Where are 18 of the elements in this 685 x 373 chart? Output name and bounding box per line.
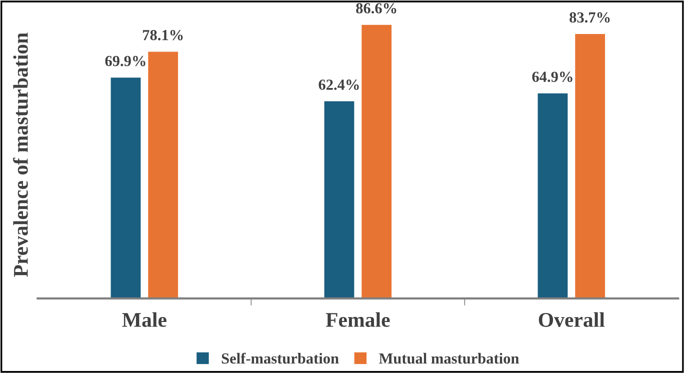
data-label: 83.7% [570, 12, 610, 23]
data-label: 69.9% [105, 56, 146, 66]
data-label: 64.9% [532, 72, 572, 82]
bar [324, 101, 354, 298]
bar [538, 93, 568, 298]
data-label: 78.1% [142, 30, 183, 40]
data-label: 86.6% [356, 3, 396, 14]
data-label: 62.4% [318, 80, 359, 90]
legend-label: Self-masturbation [222, 352, 339, 364]
bar [362, 24, 392, 298]
y-axis-title: Prevalence of masturbation [13, 32, 28, 277]
bar [575, 34, 606, 298]
bar [110, 78, 141, 298]
x-tick-label: Male [122, 312, 166, 327]
legend-label: Mutual masturbation [379, 352, 519, 364]
bar [148, 52, 178, 298]
x-tick-label: Overall [538, 312, 605, 327]
x-tick-label: Female [326, 312, 390, 327]
